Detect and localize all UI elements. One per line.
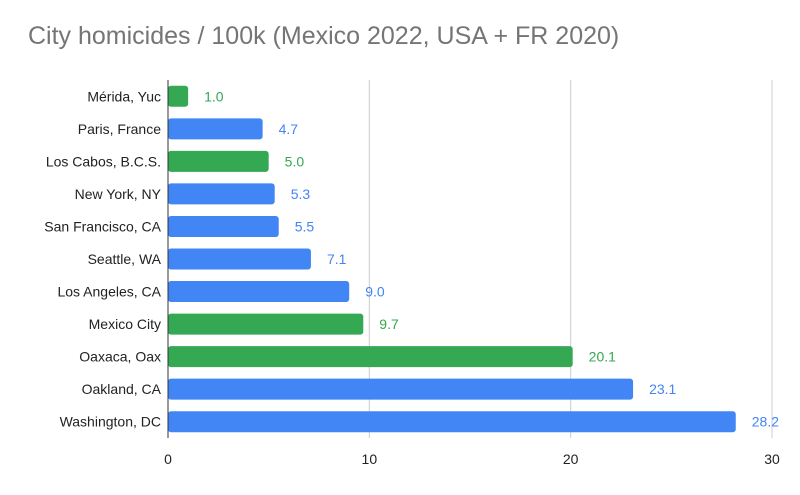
- data-label: 1.0: [204, 88, 224, 104]
- x-tick-label: 0: [164, 451, 172, 467]
- data-label: 5.0: [285, 153, 305, 169]
- bar: [168, 281, 350, 303]
- category-label: San Francisco, CA: [44, 218, 161, 234]
- x-tick-label: 30: [764, 451, 780, 467]
- category-label: Paris, France: [78, 121, 161, 137]
- category-label: Mérida, Yuc: [87, 88, 161, 104]
- data-label: 7.1: [327, 251, 347, 267]
- x-tick-label: 20: [563, 451, 579, 467]
- category-label: Washington, DC: [60, 414, 161, 430]
- bar: [168, 346, 573, 368]
- data-label: 5.5: [295, 218, 315, 234]
- category-label: Los Cabos, B.C.S.: [46, 153, 161, 169]
- data-label: 23.1: [649, 381, 676, 397]
- bar: [168, 411, 736, 433]
- category-label: Seattle, WA: [88, 251, 162, 267]
- bar: [168, 313, 364, 335]
- data-label: 9.0: [365, 284, 385, 300]
- x-tick-label: 10: [362, 451, 378, 467]
- data-label: 28.2: [752, 414, 779, 430]
- data-label: 5.3: [291, 186, 311, 202]
- chart-title: City homicides / 100k (Mexico 2022, USA …: [28, 22, 620, 50]
- bar: [168, 118, 263, 140]
- bar: [168, 183, 275, 205]
- bar: [168, 378, 634, 400]
- bar: [168, 85, 189, 107]
- data-label: 9.7: [379, 316, 399, 332]
- data-label: 20.1: [589, 349, 616, 365]
- data-label: 4.7: [279, 121, 299, 137]
- category-label: Oaxaca, Oax: [79, 349, 161, 365]
- category-label: Oakland, CA: [82, 381, 162, 397]
- bar: [168, 248, 311, 270]
- category-label: Los Angeles, CA: [57, 284, 161, 300]
- bar: [168, 150, 269, 172]
- category-label: Mexico City: [89, 316, 161, 332]
- category-label: New York, NY: [75, 186, 162, 202]
- bar: [168, 215, 279, 237]
